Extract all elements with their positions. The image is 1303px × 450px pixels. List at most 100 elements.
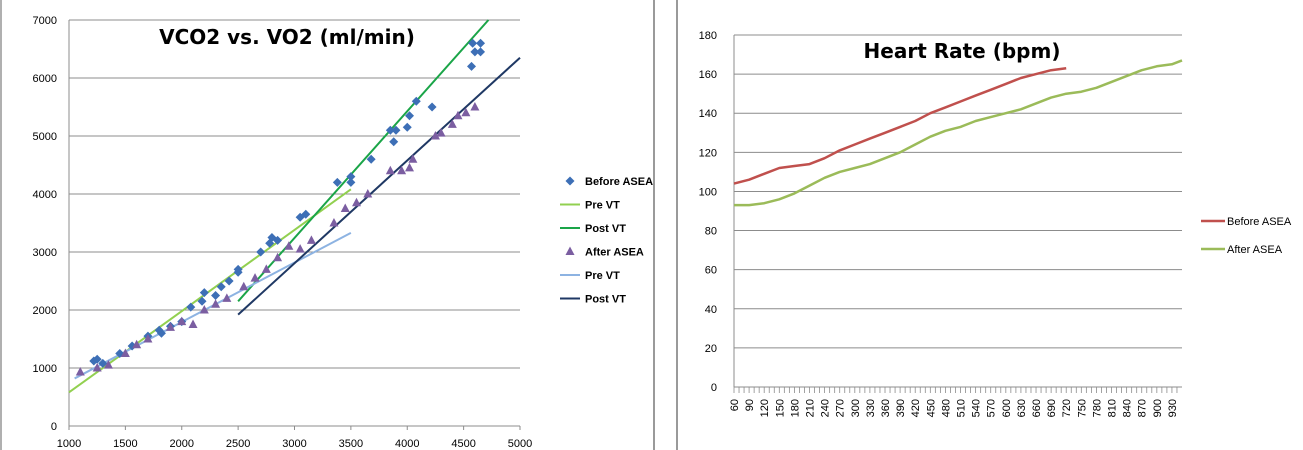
data-point-before-asea (476, 47, 486, 57)
data-point-after-asea (143, 334, 153, 343)
x-tick-label: 3000 (282, 438, 306, 450)
y-tick-label: 1000 (33, 363, 57, 375)
x-tick-label: 570 (986, 399, 998, 417)
legend-label: Post VT (585, 294, 626, 306)
data-point-after-asea (397, 165, 407, 175)
y-tick-label: 60 (705, 265, 717, 277)
x-tick-label: 420 (910, 399, 922, 417)
x-tick-label: 630 (1016, 399, 1028, 417)
x-tick-label: 270 (835, 399, 847, 417)
data-point-before-asea (332, 177, 342, 187)
legend-label: Post VT (585, 223, 626, 235)
y-tick-label: 0 (711, 382, 717, 394)
data-point-before-asea (389, 137, 399, 147)
data-point-after-asea (352, 197, 362, 207)
data-point-before-asea (366, 154, 376, 164)
data-point-before-asea (98, 358, 108, 368)
data-point-before-asea (391, 125, 401, 135)
series-line-before-asea (733, 66, 1067, 185)
data-point-before-asea (186, 302, 196, 312)
x-tick-label: 900 (1152, 399, 1164, 417)
y-tick-label: 100 (699, 186, 717, 198)
x-tick-label: 450 (925, 399, 937, 417)
x-tick-label: 3500 (339, 438, 363, 450)
x-tick-label: 60 (729, 399, 741, 411)
x-tick-label: 5000 (508, 438, 532, 450)
legend-label: After ASEA (585, 247, 644, 259)
y-tick-label: 120 (699, 147, 717, 159)
data-point-after-asea (436, 128, 446, 137)
x-tick-label: 600 (1001, 399, 1013, 417)
legend-label: After ASEA (1227, 244, 1283, 256)
x-tick-label: 930 (1167, 399, 1179, 417)
data-point-before-asea (156, 328, 166, 338)
y-tick-label: 4000 (33, 189, 57, 201)
data-point-after-asea (239, 281, 249, 291)
y-tick-label: 160 (699, 69, 717, 81)
x-tick-label: 300 (850, 399, 862, 417)
data-point-after-asea (261, 264, 271, 273)
x-tick-label: 840 (1122, 399, 1134, 417)
y-tick-label: 3000 (33, 247, 57, 259)
y-tick-label: 40 (705, 304, 717, 316)
data-point-before-asea (427, 102, 437, 112)
data-point-after-asea (132, 339, 142, 349)
data-point-after-asea (340, 203, 350, 212)
x-tick-label: 2000 (170, 438, 194, 450)
data-point-after-asea (211, 299, 221, 308)
data-point-before-asea (224, 276, 234, 286)
x-tick-label: 870 (1137, 399, 1149, 417)
x-tick-label: 330 (865, 399, 877, 417)
data-point-before-asea (199, 288, 209, 298)
data-point-after-asea (165, 322, 175, 331)
data-point-after-asea (363, 189, 373, 198)
data-point-after-asea (222, 293, 232, 302)
fit-line-post-vt (237, 19, 490, 302)
data-point-before-asea (405, 111, 415, 121)
data-point-before-asea (411, 96, 421, 106)
data-point-before-asea (385, 125, 395, 135)
data-point-after-asea (461, 107, 471, 117)
data-point-after-asea (385, 165, 395, 175)
data-point-before-asea (468, 38, 478, 48)
x-tick-label: 2500 (226, 438, 250, 450)
y-tick-label: 0 (51, 421, 57, 433)
x-tick-label: 690 (1046, 399, 1058, 417)
x-tick-label: 120 (759, 399, 771, 417)
y-tick-label: 6000 (33, 73, 57, 85)
data-point-before-asea (476, 38, 486, 48)
y-tick-label: 5000 (33, 131, 57, 143)
vco2-vo2-chart-panel: 0 1000 2000 3000 4000 5000 6000 7000 1000 1500 200… (0, 0, 655, 450)
x-tick-label: 480 (940, 399, 952, 417)
x-tick-label: 510 (956, 399, 968, 417)
data-point-after-asea (329, 218, 339, 227)
data-point-before-asea (470, 47, 480, 57)
fit-line-pre-vt (68, 188, 352, 394)
x-tick-label: 240 (820, 399, 832, 417)
legend-marker (565, 176, 575, 186)
data-point-after-asea (408, 154, 418, 163)
legend-marker (565, 246, 575, 255)
x-tick-label: 1000 (57, 438, 81, 450)
data-point-after-asea (177, 316, 187, 326)
x-tick-label: 4500 (451, 438, 475, 450)
x-tick-label: 660 (1031, 399, 1043, 417)
x-tick-label: 810 (1107, 399, 1119, 417)
x-tick-label: 150 (774, 399, 786, 417)
legend-label: Pre VT (585, 270, 620, 282)
chart-title: Heart Rate (bpm) (864, 39, 1061, 63)
legend-label: Pre VT (585, 200, 620, 212)
data-point-after-asea (430, 131, 440, 140)
data-point-after-asea (188, 319, 198, 328)
data-point-before-asea (346, 172, 356, 182)
data-point-after-asea (470, 102, 480, 111)
x-tick-label: 720 (1061, 399, 1073, 417)
x-tick-label: 1500 (113, 438, 137, 450)
legend-label: Before ASEA (1227, 216, 1292, 228)
data-point-after-asea (92, 363, 102, 372)
series-line-after-asea (734, 59, 1183, 207)
data-point-before-asea (233, 267, 243, 277)
x-tick-label: 180 (789, 399, 801, 417)
